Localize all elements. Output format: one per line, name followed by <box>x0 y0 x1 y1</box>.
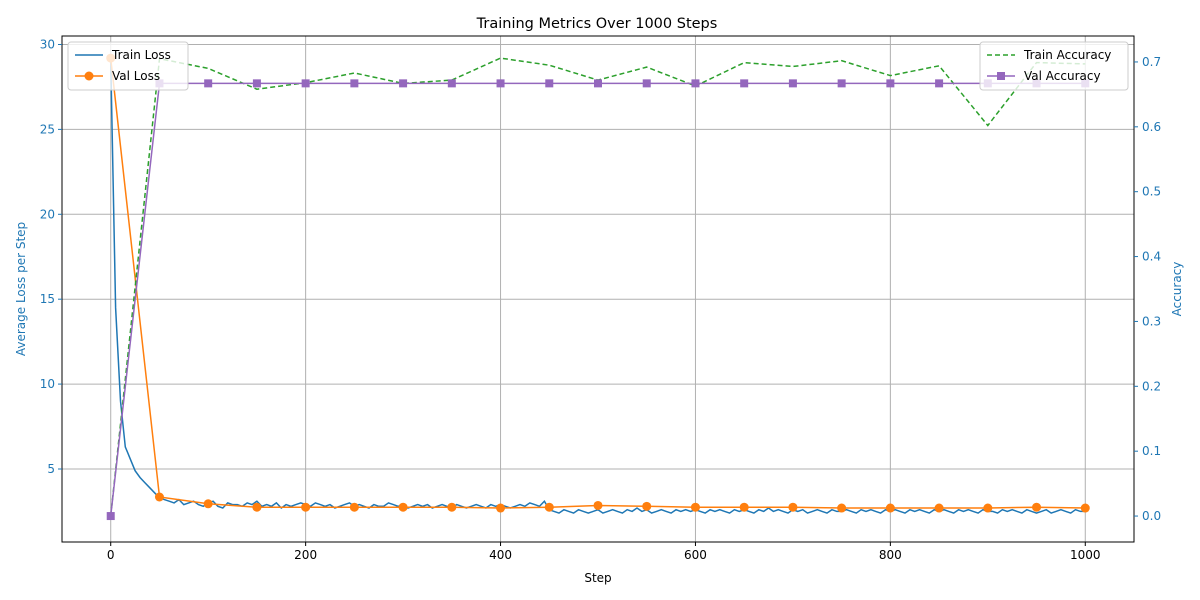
legend-label: Train Loss <box>111 48 171 62</box>
val-accuracy-point <box>447 79 456 88</box>
train-accuracy-line <box>109 57 1086 517</box>
val-accuracy-point <box>691 79 700 88</box>
val-accuracy-line <box>109 82 1086 517</box>
y-tick-label-right: 0.0 <box>1142 509 1161 523</box>
y-tick-label-right: 0.2 <box>1142 379 1161 393</box>
val-loss-point <box>983 503 993 513</box>
val-accuracy-point <box>496 79 505 88</box>
val-loss-point <box>447 502 457 512</box>
val-accuracy-point <box>837 79 846 88</box>
val-loss-point <box>252 502 262 512</box>
legend-label: Val Loss <box>112 69 160 83</box>
legend-label: Train Accuracy <box>1023 48 1111 62</box>
chart-title: Training Metrics Over 1000 Steps <box>476 16 718 32</box>
val-loss-point <box>837 503 847 513</box>
val-loss-point <box>885 503 895 513</box>
val-accuracy-point <box>594 79 602 88</box>
val-loss-line <box>109 58 1086 509</box>
val-loss-point <box>544 502 554 512</box>
val-loss-point <box>496 503 506 513</box>
y-tick-label-left: 10 <box>40 377 55 391</box>
y-tick-label-right: 0.6 <box>1142 120 1161 134</box>
val-loss-point <box>398 502 408 512</box>
y-axis-title-right: Accuracy <box>1170 262 1184 317</box>
y-tick-label-right: 0.3 <box>1142 314 1161 328</box>
val-accuracy-point <box>545 79 554 88</box>
legend-loss: Train Loss Val Loss <box>67 41 189 91</box>
y-tick-label-left: 20 <box>40 207 55 221</box>
val-loss-point <box>788 502 798 512</box>
val-loss-point <box>934 503 944 513</box>
legend-box <box>979 41 1129 91</box>
val-accuracy-point <box>642 79 651 88</box>
val-loss-point <box>301 502 311 512</box>
legend-marker <box>84 71 94 81</box>
val-accuracy-point <box>740 79 749 88</box>
y-tick-label-right: 0.1 <box>1142 444 1161 458</box>
x-axis-title: Step <box>584 571 611 585</box>
val-accuracy-point <box>106 512 115 521</box>
legend-accuracy: Train Accuracy Val Accuracy <box>979 41 1129 91</box>
val-accuracy-point <box>935 79 944 88</box>
grid-lines <box>62 36 1134 542</box>
y-tick-label-right: 0.7 <box>1142 55 1161 69</box>
y-tick-label-left: 30 <box>40 37 55 51</box>
val-accuracy-point <box>788 79 797 88</box>
val-loss-point <box>593 500 603 510</box>
val-loss-point <box>203 499 213 509</box>
val-accuracy-point <box>886 79 895 88</box>
val-loss-point <box>1032 502 1042 512</box>
val-loss-point <box>154 492 164 502</box>
legend-box <box>67 41 189 91</box>
plot-frame <box>61 35 1135 543</box>
series-layer <box>106 53 1090 521</box>
val-accuracy-point <box>301 79 310 88</box>
val-loss-point <box>690 502 700 512</box>
val-accuracy-point <box>399 79 408 88</box>
axes: 0 200 400 600 800 1000 5 10 15 20 25 30 0.0 0.1 0.2 0.3… <box>40 37 1161 562</box>
x-tick-label: 800 <box>879 548 902 562</box>
y-tick-label-right: 0.4 <box>1142 250 1161 264</box>
val-accuracy-point <box>252 79 261 88</box>
legend-label: Val Accuracy <box>1024 69 1101 83</box>
x-tick-label: 600 <box>684 548 707 562</box>
x-tick-label: 1000 <box>1070 548 1101 562</box>
x-tick-label: 400 <box>489 548 512 562</box>
val-accuracy-point <box>204 79 213 88</box>
y-tick-label-right: 0.5 <box>1142 185 1161 199</box>
val-loss-point <box>642 501 652 511</box>
val-accuracy-point <box>350 79 359 88</box>
y-tick-label-left: 25 <box>40 122 55 136</box>
x-tick-label: 200 <box>294 548 317 562</box>
val-loss-point <box>1080 503 1090 513</box>
y-tick-label-left: 5 <box>47 462 55 476</box>
val-loss-point <box>739 502 749 512</box>
x-tick-label: 0 <box>107 548 115 562</box>
val-loss-point <box>349 502 359 512</box>
y-tick-label-left: 15 <box>40 292 55 306</box>
legend-marker <box>997 72 1005 80</box>
y-axis-title-left: Average Loss per Step <box>14 222 28 356</box>
train-loss-line <box>109 58 1086 514</box>
